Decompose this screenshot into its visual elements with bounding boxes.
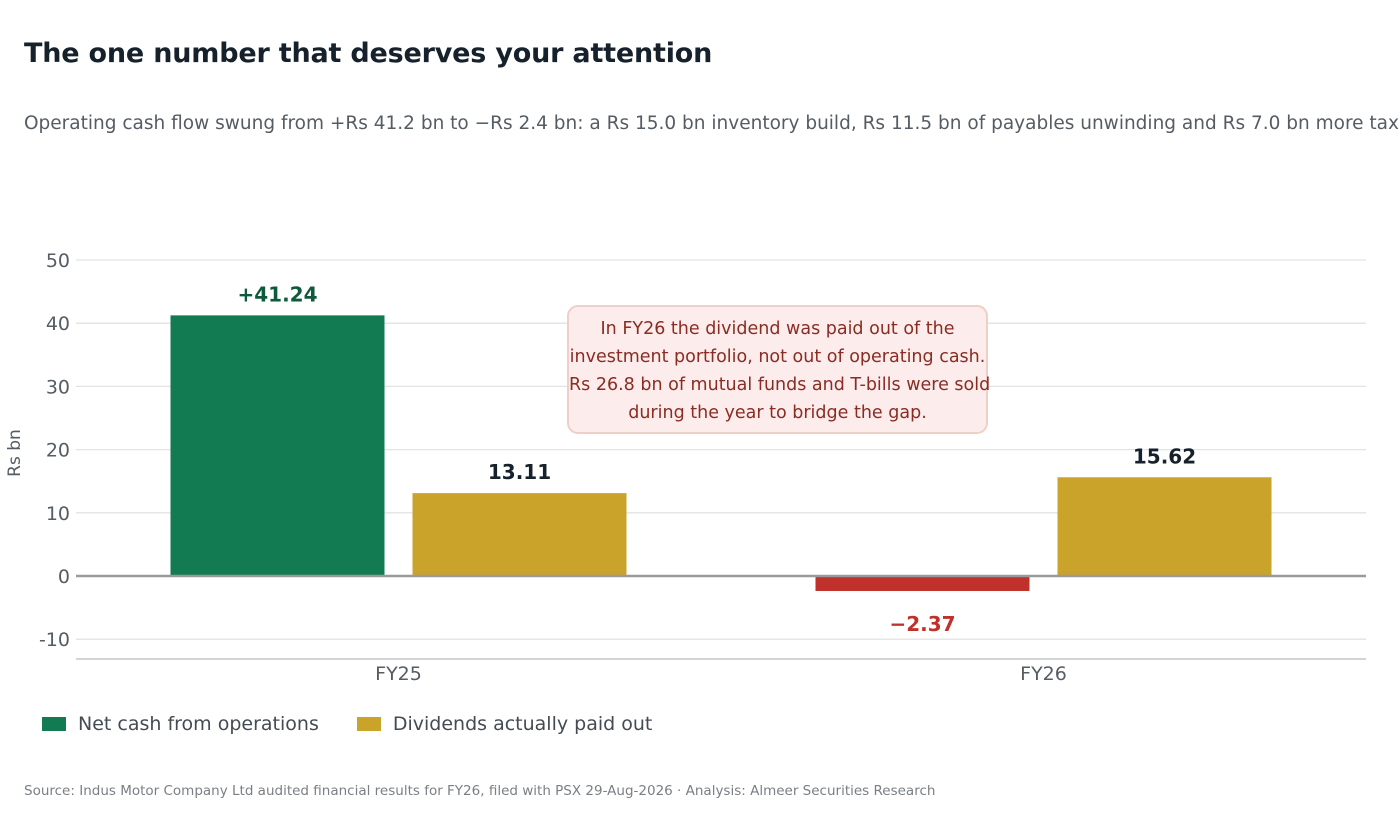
y-tick-label: 30 xyxy=(46,376,70,398)
annotation-line: Rs 26.8 bn of mutual funds and T-bills w… xyxy=(569,375,991,395)
data-label: +41.24 xyxy=(237,282,317,306)
legend-swatch xyxy=(42,717,66,731)
bar xyxy=(815,576,1030,591)
y-tick-label: 0 xyxy=(58,566,70,588)
legend-item-dividends: Dividends actually paid out xyxy=(356,713,653,735)
legend-swatch xyxy=(356,717,381,731)
bar xyxy=(170,315,385,576)
chart-subtitle: Operating cash flow swung from +Rs 41.2 … xyxy=(24,113,1400,134)
legend-item-operations: Net cash from operations xyxy=(42,713,319,735)
y-axis-title: Rs bn xyxy=(5,429,25,477)
data-label: 15.62 xyxy=(1133,444,1196,468)
x-tick-label: FY26 xyxy=(1020,663,1067,685)
data-label: −2.37 xyxy=(889,612,955,636)
y-tick-label: -10 xyxy=(39,629,70,651)
annotation-box: In FY26 the dividend was paid out of the… xyxy=(567,305,991,434)
annotation-line: during the year to bridge the gap. xyxy=(628,403,927,423)
chart-title: The one number that deserves your attent… xyxy=(24,38,713,69)
y-tick-label: 40 xyxy=(46,313,70,335)
data-label: 13.11 xyxy=(488,460,551,484)
x-tick-label: FY25 xyxy=(375,663,422,685)
bar-chart: 50 40 30 20 10 0 -10 Rs bn +41.24 13.11 FY25 −2.37 1… xyxy=(5,250,1366,685)
chart-legend: Net cash from operations Dividends actua… xyxy=(42,713,690,735)
bar xyxy=(412,493,627,576)
y-tick-label: 50 xyxy=(46,250,70,272)
bar xyxy=(1057,477,1272,576)
annotation-line: In FY26 the dividend was paid out of the xyxy=(600,319,955,339)
legend-label: Net cash from operations xyxy=(78,713,319,735)
annotation-line: investment portfolio, not out of operati… xyxy=(569,347,986,367)
y-tick-label: 10 xyxy=(46,503,70,525)
source-note: Source: Indus Motor Company Ltd audited … xyxy=(24,783,936,799)
y-tick-label: 20 xyxy=(46,440,70,462)
legend-label: Dividends actually paid out xyxy=(392,713,653,735)
